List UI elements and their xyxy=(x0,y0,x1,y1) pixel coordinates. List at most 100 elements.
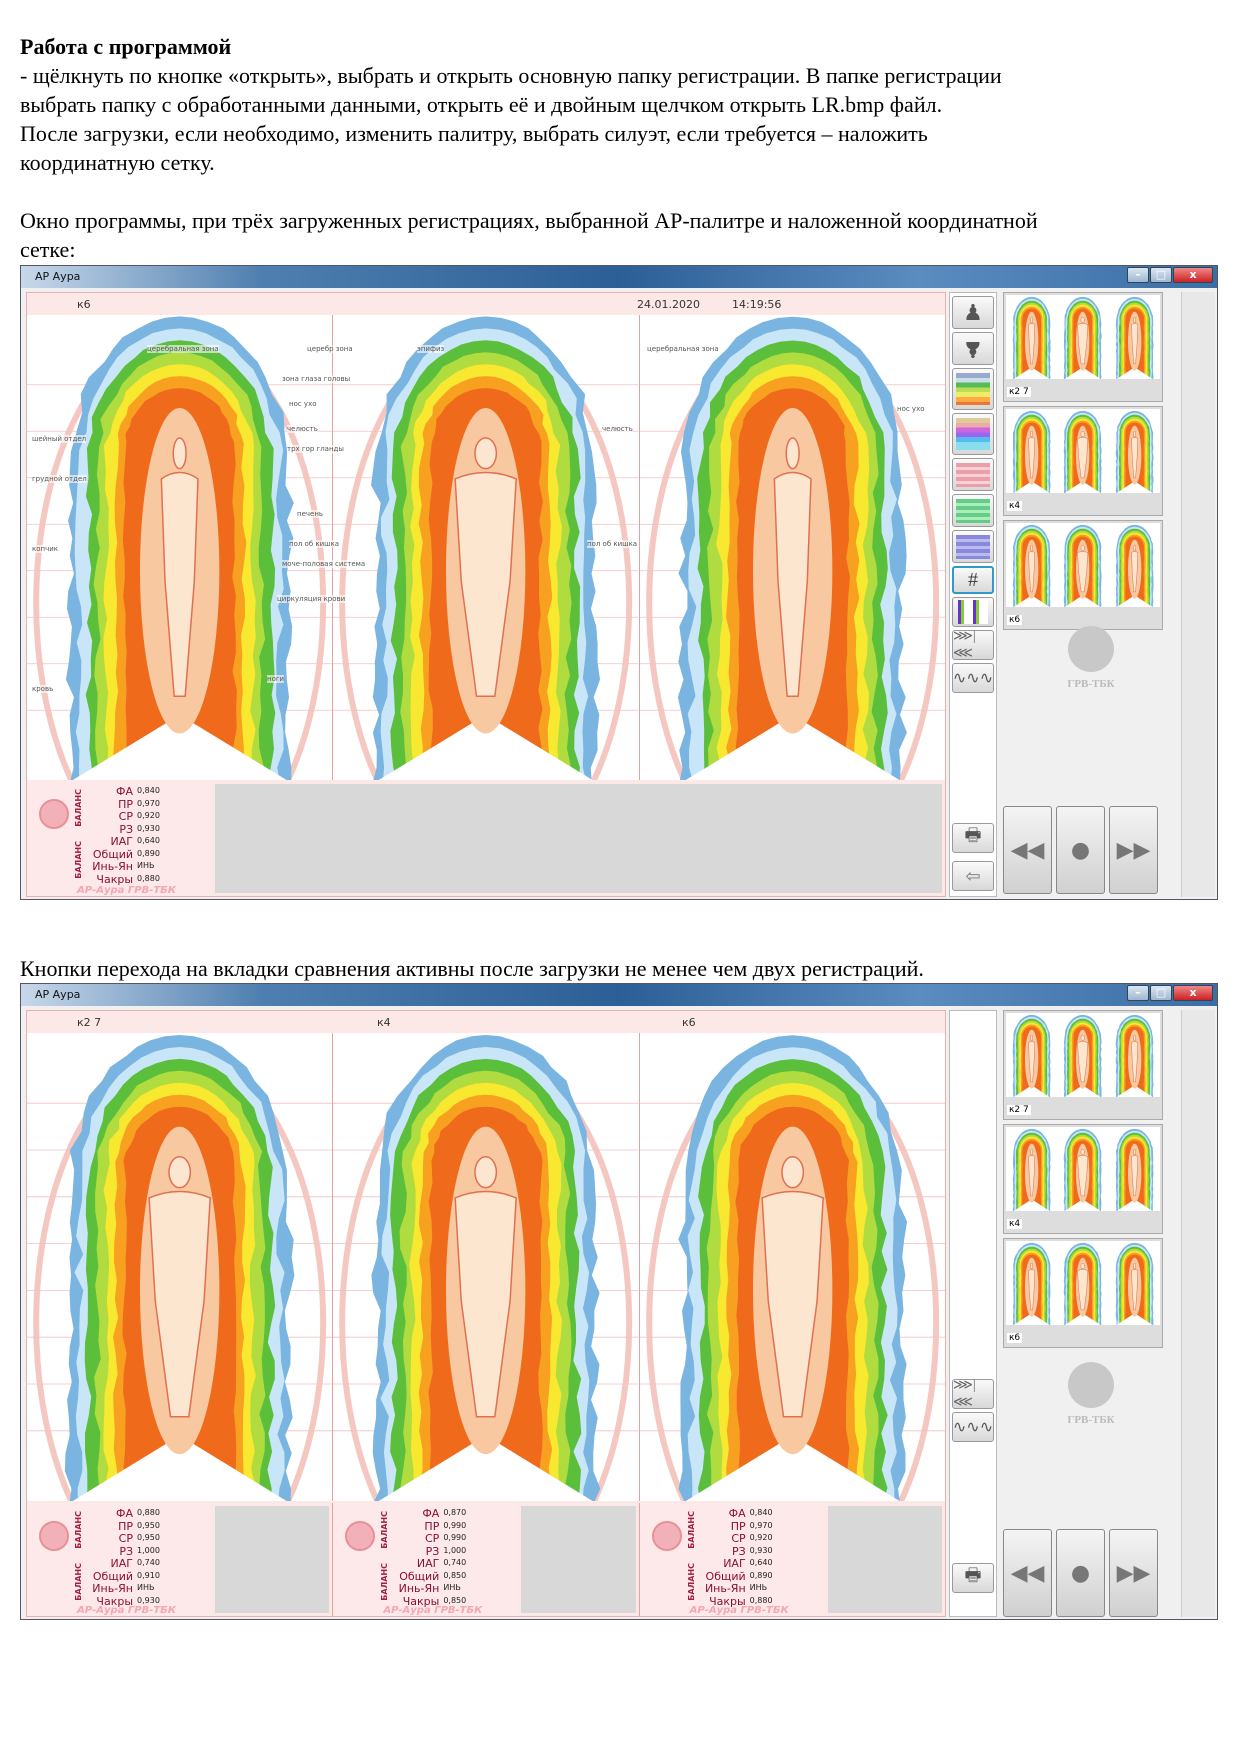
app-window-comparison: АР Аура – □ x к2 7 к4 к6 БАЛАНС БАЛАНС ФА 0,8… xyxy=(20,983,1218,1620)
body-silhouette xyxy=(1130,544,1138,593)
stat-value: 0,880 xyxy=(137,873,160,883)
aura-images xyxy=(27,1033,945,1501)
body-silhouette xyxy=(454,1156,518,1418)
toolbar: ♟ ♟ # ⋙|⋘ ∿∿∿ 🖶 ⇦ xyxy=(949,292,997,897)
paragraph-line: - щёлкнуть по кнопке «открыть», выбрать … xyxy=(20,63,1002,88)
silhouette-down-button[interactable]: ♟ xyxy=(952,332,994,365)
aura-front xyxy=(333,1033,640,1501)
print-button[interactable]: 🖶 xyxy=(952,1563,994,1593)
zone-label: церебральная зона xyxy=(147,345,219,353)
comparison-graph-button[interactable]: ∿∿∿ xyxy=(952,663,994,693)
thumbnail[interactable]: к4 xyxy=(1003,406,1163,516)
body-silhouette xyxy=(1077,1148,1089,1197)
stat-label: ПР xyxy=(118,797,133,811)
palette-icon xyxy=(956,373,990,405)
chart-area xyxy=(215,1506,330,1613)
body-silhouette xyxy=(1130,1148,1138,1197)
chart-area xyxy=(521,1506,636,1613)
stat-value: 0,970 xyxy=(749,1520,773,1530)
stat-label: ФА xyxy=(116,785,133,798)
comparison-profile-button[interactable]: ⋙|⋘ xyxy=(952,1378,994,1410)
stat-value: 0,740 xyxy=(137,1558,160,1567)
stat-value: 0,640 xyxy=(137,836,160,845)
thumbnail-label: к4 xyxy=(1007,1219,1023,1229)
stat-value: 0,970 xyxy=(137,798,160,808)
thumbnail[interactable]: к4 xyxy=(1003,1124,1163,1234)
thumbnail[interactable]: к6 xyxy=(1003,520,1163,630)
zone-label: моче-половая система xyxy=(282,560,366,568)
stat-value: 1,000 xyxy=(443,1545,467,1555)
play-button[interactable]: ● xyxy=(1056,1529,1105,1617)
palette-rainbow-button[interactable] xyxy=(952,413,994,455)
section-heading: Работа с программой xyxy=(20,34,232,59)
registration-name: к2 7 xyxy=(77,1016,102,1029)
yin-yang-icon xyxy=(651,1521,682,1551)
thumbnail[interactable]: к6 xyxy=(1003,1238,1163,1348)
stats-values: БАЛАНС БАЛАНС ФА 0,880 ПР 0,950 СР 0,950 РЗ 1,000… xyxy=(27,1503,212,1616)
printer-icon: 🖶 xyxy=(964,1565,982,1585)
stat-row-rz: РЗ 1,000 xyxy=(85,1544,205,1558)
paragraph-line: сетке: xyxy=(20,237,76,262)
maximize-button[interactable]: □ xyxy=(1150,985,1172,1001)
window-title: АР Аура xyxy=(35,270,81,283)
back-button[interactable]: ⇦ xyxy=(952,861,994,891)
stat-value: 1,000 xyxy=(137,1545,160,1555)
stat-value: 0,910 xyxy=(137,1570,160,1580)
caption: Кнопки перехода на вкладки сравнения акт… xyxy=(20,956,924,981)
maximize-button[interactable]: □ xyxy=(1150,267,1172,283)
previous-button[interactable]: ◀◀ xyxy=(1003,806,1052,894)
yin-yang-icon xyxy=(39,799,69,829)
palette-pink-button[interactable] xyxy=(952,458,994,491)
stat-label: ФА xyxy=(728,1507,746,1520)
logo: ГРВ-ТБК xyxy=(1061,1362,1121,1426)
comparison-graph-button[interactable]: ∿∿∿ xyxy=(952,1412,994,1442)
body-silhouette xyxy=(773,437,812,698)
thumbnail[interactable]: к2 7 xyxy=(1003,1010,1163,1120)
brand-text: АР-Аура ГРВ-ТБК xyxy=(383,1605,483,1616)
minimize-button[interactable]: – xyxy=(1127,267,1149,283)
silhouette-up-button[interactable]: ♟ xyxy=(952,296,994,329)
stat-row-gen: Общий 0,910 xyxy=(85,1570,205,1583)
chart-area xyxy=(215,784,942,893)
print-button[interactable]: 🖶 xyxy=(952,823,994,853)
next-button[interactable]: ▶▶ xyxy=(1109,806,1158,894)
body-silhouette xyxy=(1028,316,1036,365)
close-button[interactable]: x xyxy=(1173,267,1213,283)
body-silhouette xyxy=(1077,430,1089,479)
play-button[interactable]: ● xyxy=(1056,806,1105,894)
stat-label: Чакры xyxy=(96,1594,133,1608)
printer-icon: 🖶 xyxy=(964,825,982,845)
stat-value: 0,990 xyxy=(443,1533,467,1542)
minimize-button[interactable]: – xyxy=(1127,985,1149,1001)
stat-row-pr: ПР 0,970 xyxy=(85,797,205,811)
stat-label: ФА xyxy=(116,1507,133,1520)
stat-row-pr: ПР 0,990 xyxy=(391,1520,511,1533)
stat-value: 0,890 xyxy=(749,1570,773,1580)
thumbnail-label: к2 7 xyxy=(1007,1105,1031,1115)
thumbnail[interactable]: к2 7 xyxy=(1003,292,1163,402)
previous-button[interactable]: ◀◀ xyxy=(1003,1529,1052,1617)
registration-date: 24.01.2020 xyxy=(637,298,700,311)
side-scrollbar[interactable] xyxy=(1181,1010,1215,1617)
body-silhouette xyxy=(1028,1034,1036,1083)
stat-label: РЗ xyxy=(119,822,133,836)
stat-row-yy: Инь-Ян ИНЬ xyxy=(85,1582,205,1595)
zone-label: эпифиз xyxy=(417,345,445,353)
grid-toggle-button[interactable]: # xyxy=(952,566,994,594)
close-button[interactable]: x xyxy=(1173,985,1213,1001)
zone-label: ноги xyxy=(267,675,285,683)
zone-label: пол об кишка xyxy=(587,540,638,548)
stat-label: Чакры xyxy=(402,1594,440,1608)
stat-row-sr: СР 0,920 xyxy=(85,810,205,823)
next-button[interactable]: ▶▶ xyxy=(1109,1529,1158,1617)
balance-label: БАЛАНС xyxy=(74,789,83,827)
palette-blue-button[interactable] xyxy=(952,530,994,563)
sectors-button[interactable] xyxy=(952,597,994,627)
zone-label: челюсть xyxy=(602,425,633,433)
comparison-profile-button[interactable]: ⋙|⋘ xyxy=(952,629,994,661)
side-scrollbar[interactable] xyxy=(1181,292,1215,897)
palette-ar-button[interactable] xyxy=(952,368,994,410)
stat-label: РЗ xyxy=(119,1544,133,1558)
palette-green-button[interactable] xyxy=(952,494,994,527)
stat-label: Общий xyxy=(92,847,133,861)
